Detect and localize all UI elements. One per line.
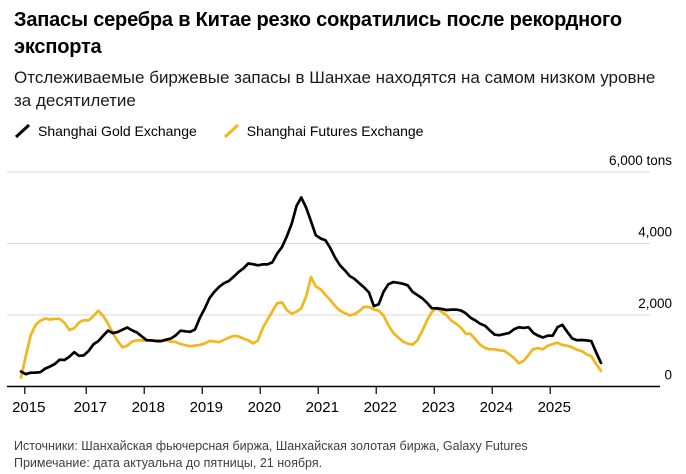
y-axis-label-2000: 2,000 [638, 296, 672, 311]
chart-legend: Shanghai Gold Exchange Shanghai Futures … [14, 121, 672, 141]
yellow-slash-icon [223, 123, 239, 139]
x-tick-label-2018: 2018 [132, 399, 165, 416]
legend-label: Shanghai Gold Exchange [38, 123, 197, 139]
x-tick-label-2023: 2023 [422, 399, 455, 416]
legend-item-shanghai-gold-exchange: Shanghai Gold Exchange [14, 123, 197, 139]
y-axis-label-4000: 4,000 [638, 225, 672, 240]
page-title: Запасы серебра в Китае резко сократились… [14, 9, 622, 58]
shanghai-gold-exchange-line [19, 196, 603, 376]
x-tick-label-2025: 2025 [538, 399, 571, 416]
data-note: Примечание: дата актуальна до пятницы, 2… [14, 456, 323, 470]
x-tick-label-2022: 2022 [364, 399, 397, 416]
y-axis-label-6000: 6,000 tons [609, 153, 672, 168]
x-tick-label-2015: 2015 [12, 399, 45, 416]
legend-label: Shanghai Futures Exchange [246, 123, 424, 139]
page-subtitle: Отслеживаемые биржевые запасы в Шанхае н… [14, 68, 656, 110]
chart-footer: Источники: Шанхайская фьючерсная биржа, … [0, 438, 686, 472]
y-axis-label-0: 0 [664, 368, 672, 383]
x-tick-label-2019: 2019 [190, 399, 223, 416]
x-tick-label-2017: 2017 [74, 399, 107, 416]
shanghai-futures-exchange-line [19, 275, 603, 379]
legend-item-shanghai-futures-exchange: Shanghai Futures Exchange [223, 123, 424, 139]
x-tick-label-2024: 2024 [480, 399, 513, 416]
black-slash-icon [14, 123, 31, 139]
inventory-chart: 0 2,000 4,000 6,000 tons 2015 2017 2018 2019 202… [7, 153, 672, 416]
x-tick-label-2021: 2021 [306, 399, 339, 416]
sources-note: Источники: Шанхайская фьючерсная биржа, … [14, 439, 528, 453]
x-tick-label-2020: 2020 [248, 399, 281, 416]
